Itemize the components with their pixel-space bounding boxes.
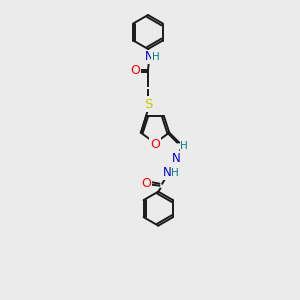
Text: H: H bbox=[152, 52, 160, 62]
Text: N: N bbox=[172, 152, 181, 165]
Text: N: N bbox=[163, 166, 172, 179]
Text: O: O bbox=[150, 137, 160, 151]
Text: H: H bbox=[171, 168, 179, 178]
Text: S: S bbox=[144, 98, 152, 110]
Text: O: O bbox=[141, 177, 151, 190]
Text: N: N bbox=[145, 50, 153, 64]
Text: H: H bbox=[180, 141, 188, 151]
Text: O: O bbox=[130, 64, 140, 77]
